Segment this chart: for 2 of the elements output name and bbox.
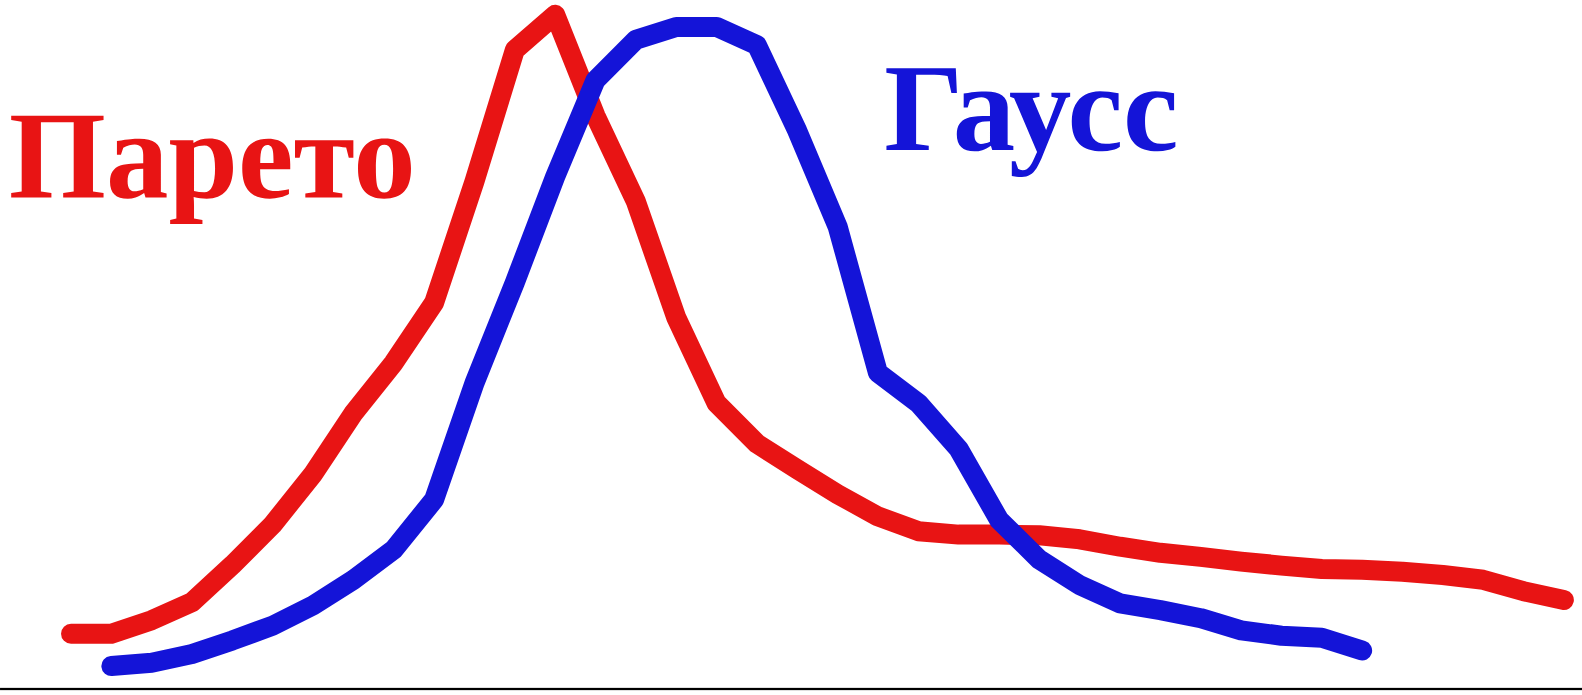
series-label: Парето bbox=[11, 115, 411, 225]
series-label: Гаусс bbox=[886, 68, 1176, 178]
